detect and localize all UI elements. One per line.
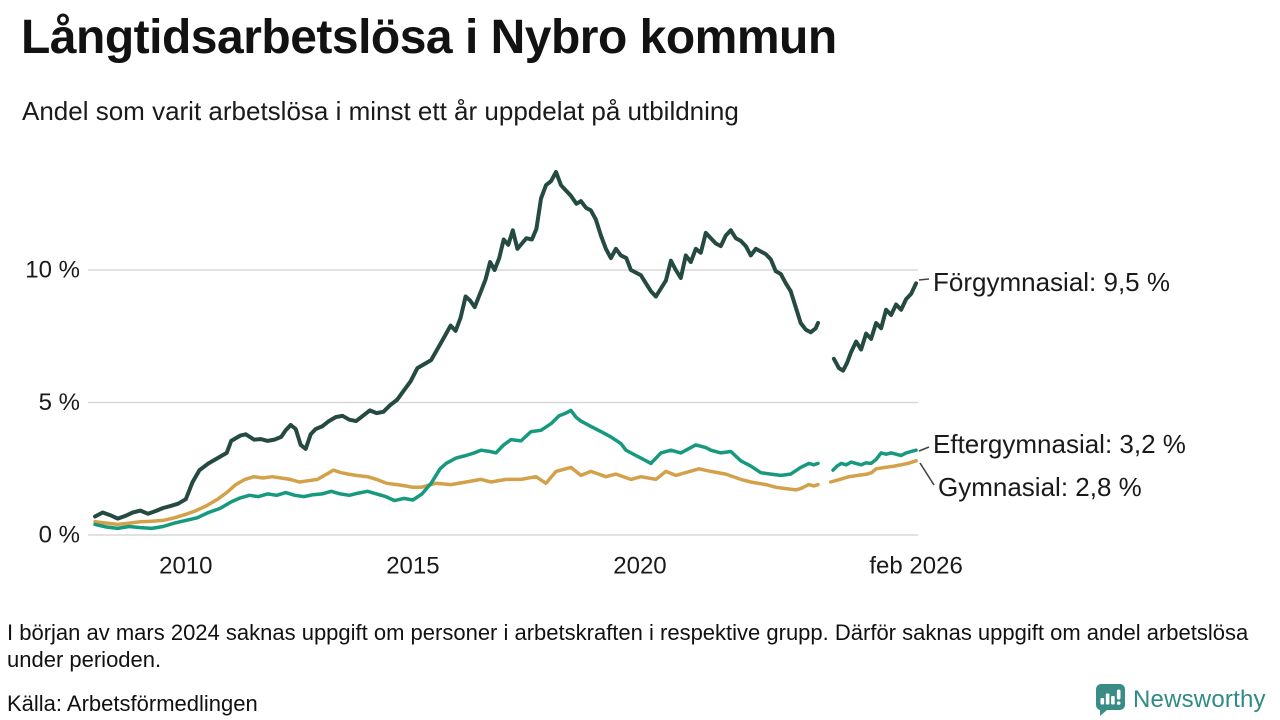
series-line-gymnasial bbox=[828, 459, 918, 484]
x-axis-tick-label: 2010 bbox=[159, 552, 212, 579]
series-label-leader-gymnasial bbox=[919, 462, 935, 486]
series-line-forgymnasial bbox=[831, 281, 919, 373]
source-caption: Källa: Arbetsförmedlingen bbox=[7, 691, 258, 716]
chart-title: Långtidsarbetslösa i Nybro kommun bbox=[21, 11, 837, 64]
y-axis-tick-label: 5 % bbox=[39, 389, 80, 416]
series-line-gymnasial bbox=[93, 465, 820, 527]
series-end-label-eftergymnasial: Eftergymnasial: 3,2 % bbox=[933, 429, 1186, 459]
y-axis-tick-label: 10 % bbox=[25, 256, 80, 283]
x-axis-tick-label: feb 2026 bbox=[869, 552, 962, 579]
y-axis-tick-label: 0 % bbox=[39, 521, 80, 548]
newsworthy-logo-icon bbox=[1094, 683, 1126, 716]
footnote: I början av mars 2024 saknas uppgift om … bbox=[7, 620, 1249, 672]
series-end-label-forgymnasial: Förgymnasial: 9,5 % bbox=[933, 267, 1170, 297]
x-axis-tick-label: 2015 bbox=[386, 552, 439, 579]
series-line-eftergymnasial bbox=[831, 448, 918, 472]
series-line-eftergymnasial bbox=[93, 408, 820, 531]
series-label-leader-forgymnasial bbox=[918, 278, 930, 281]
newsworthy-logo: Newsworthy bbox=[1094, 683, 1266, 716]
series-end-label-gymnasial: Gymnasial: 2,8 % bbox=[938, 472, 1142, 502]
x-axis-tick-label: 2020 bbox=[613, 552, 666, 579]
series-label-leader-eftergymnasial bbox=[918, 446, 930, 452]
newsworthy-logo-text: Newsworthy bbox=[1133, 685, 1266, 713]
line-chart: 0 % 5 % 10 % 2010 2015 2020 feb 2026 Förgymnasi… bbox=[25, 170, 1186, 579]
series-line-forgymnasial bbox=[93, 170, 820, 521]
chart-subtitle: Andel som varit arbetslösa i minst ett å… bbox=[22, 96, 739, 126]
